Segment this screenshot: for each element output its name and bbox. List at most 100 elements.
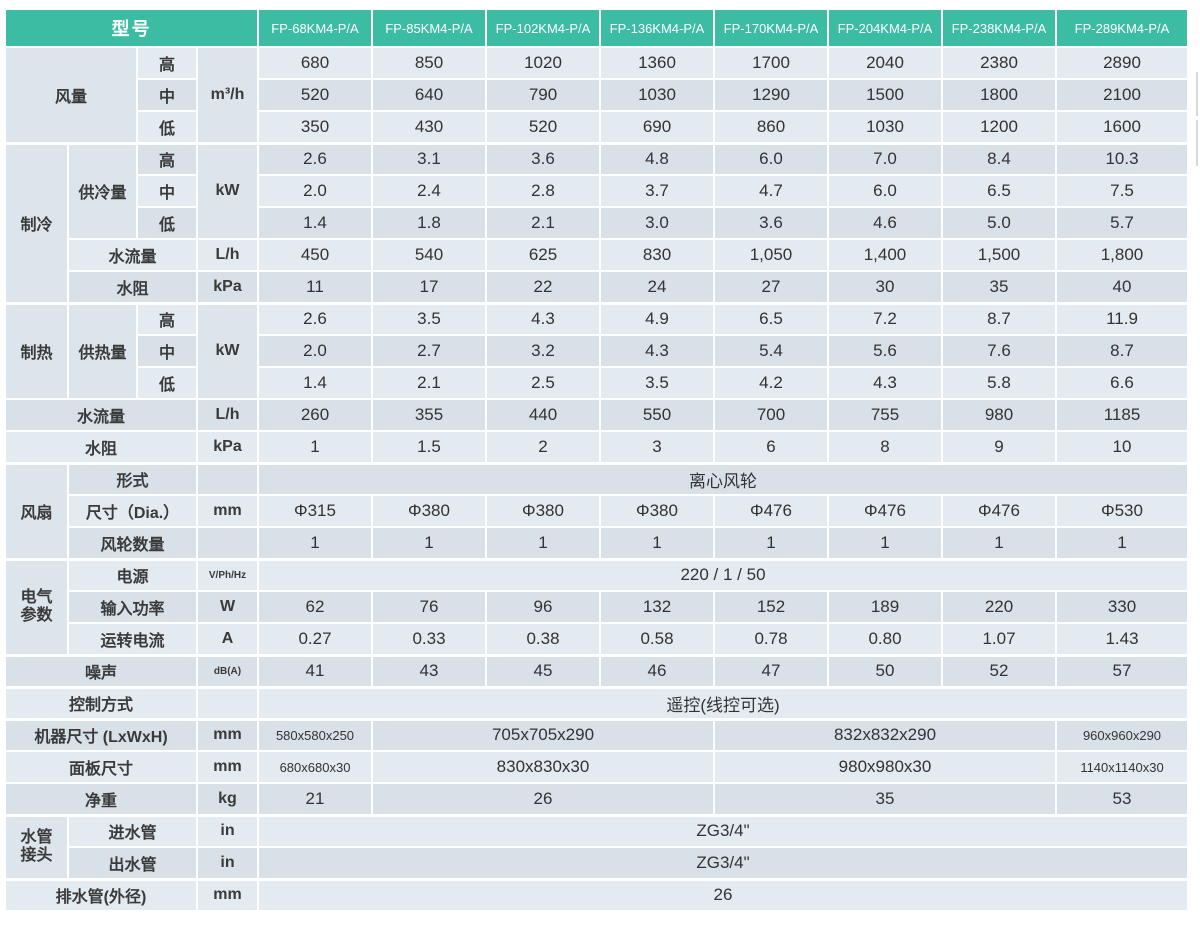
- value-cell: 625: [485, 238, 601, 272]
- row-label: 低: [136, 110, 198, 144]
- value-cell: 10: [1055, 430, 1189, 464]
- table-row: 水管接头 进水管 in ZG3/4": [4, 813, 1189, 880]
- unit-label: L/h: [196, 398, 259, 432]
- row-label: 中: [136, 334, 198, 368]
- value-cell: 22: [485, 270, 601, 304]
- value-cell: 355: [371, 398, 487, 432]
- value-cell: 860: [713, 110, 829, 144]
- value-cell: 330: [1055, 590, 1189, 624]
- value-cell: 1500: [827, 78, 943, 112]
- table-row: 低 1.4 2.1 2.5 3.5 4.2 4.3 5.8 6.6: [5, 366, 1189, 400]
- scrollbar-fragment: [1196, 72, 1198, 116]
- unit-label: kPa: [196, 430, 259, 464]
- section-label: 制热: [4, 301, 69, 400]
- value-cell: 2.1: [485, 206, 601, 240]
- value-cell: [196, 685, 259, 720]
- value-cell: 2.8: [485, 174, 601, 208]
- table-row: 面板尺寸 mm 680x680x30 830x830x30 980x980x30 1140…: [4, 750, 1189, 784]
- value-cell: 3.6: [713, 206, 829, 240]
- value-cell: 10.3: [1055, 141, 1189, 176]
- value-cell: 21: [257, 782, 373, 816]
- table-row: 低 1.4 1.8 2.1 3.0 3.6 4.6 5.0 5.7: [5, 206, 1189, 240]
- unit-label: dB(A): [196, 653, 259, 688]
- table-row: 水流量 L/h 450 540 625 830 1,050 1,400 1,500 1,800: [5, 238, 1189, 272]
- value-cell: 0.80: [827, 622, 943, 656]
- value-cell: 1800: [941, 78, 1057, 112]
- table-row: 排水管(外径) mm 26: [4, 877, 1189, 912]
- value-cell: 3.5: [371, 301, 487, 336]
- row-label: 中: [136, 78, 198, 112]
- row-label: 净重: [4, 782, 198, 816]
- value-cell: 3.7: [599, 174, 715, 208]
- value-cell: 980x980x30: [713, 750, 1057, 784]
- value-cell: 640: [371, 78, 487, 112]
- value-cell: 35: [713, 782, 1057, 816]
- value-cell: 0.33: [371, 622, 487, 656]
- spec-table: 型号 FP-68KM4-P/A FP-85KM4-P/A FP-102KM4-P/A F…: [4, 8, 1189, 912]
- value-cell: 52: [941, 653, 1057, 688]
- unit-label: kg: [196, 782, 259, 816]
- row-label: 电源: [67, 557, 198, 592]
- value-cell: 550: [599, 398, 715, 432]
- value-cell: 960x960x290: [1055, 717, 1189, 752]
- row-label: 低: [136, 366, 198, 400]
- value-cell: 1,050: [713, 238, 829, 272]
- value-cell: 705x705x290: [371, 717, 715, 752]
- value-cell: 132: [599, 590, 715, 624]
- unit-label: W: [196, 590, 259, 624]
- unit-label: mm: [196, 494, 259, 528]
- section-label: 风量: [4, 46, 138, 144]
- row-label: 机器尺寸 (LxWxH): [4, 717, 198, 752]
- value-cell: 3: [599, 430, 715, 464]
- value-cell: Φ380: [371, 494, 487, 528]
- value-cell: 152: [713, 590, 829, 624]
- table-row: 制热 供热量高 kW 2.6 3.5 4.3 4.9 6.5 7.2 8.7 11.9: [4, 301, 1189, 400]
- row-label: 高: [136, 141, 198, 176]
- value-cell: 2.6: [257, 141, 373, 176]
- value-cell: 45: [485, 653, 601, 688]
- model-header-cell: FP-204KM4-P/A: [827, 8, 943, 48]
- section-label: 风扇: [4, 461, 69, 560]
- table-row: 中 2.0 2.7 3.2 4.3 5.4 5.6 7.6 8.7: [5, 334, 1189, 368]
- value-cell: 1.8: [371, 206, 487, 240]
- value-cell: 8: [827, 430, 943, 464]
- value-cell: 450: [257, 238, 373, 272]
- value-cell: 2.1: [371, 366, 487, 400]
- value-cell: Φ530: [1055, 494, 1189, 528]
- value-cell: 2.0: [257, 174, 373, 208]
- value-cell: 0.27: [257, 622, 373, 656]
- model-header-cell: FP-136KM4-P/A: [599, 8, 715, 48]
- model-header-cell: FP-170KM4-P/A: [713, 8, 829, 48]
- value-cell: 520: [257, 78, 373, 112]
- value-cell: 9: [941, 430, 1057, 464]
- unit-label: mm: [196, 717, 259, 752]
- value-cell: 2100: [1055, 78, 1189, 112]
- value-cell: 0.78: [713, 622, 829, 656]
- value-cell: 0.38: [485, 622, 601, 656]
- table-row: 风扇 形式 离心风轮: [4, 461, 1189, 560]
- value-cell: 260: [257, 398, 373, 432]
- value-cell: 1360: [599, 46, 715, 80]
- table-row: 噪声 dB(A) 41 43 45 46 47 50 52 57: [4, 653, 1189, 688]
- value-cell: 8.4: [941, 141, 1057, 176]
- value-cell: 5.6: [827, 334, 943, 368]
- unit-label: in: [196, 846, 259, 880]
- value-cell: 1290: [713, 78, 829, 112]
- value-cell: 11.9: [1055, 301, 1189, 336]
- value-cell: 5.0: [941, 206, 1057, 240]
- unit-label: kW: [196, 301, 259, 400]
- value-cell: 220: [941, 590, 1057, 624]
- value-cell: 1.4: [257, 366, 373, 400]
- table-row: 电气参数 电源 V/Ph/Hz 220 / 1 / 50: [4, 557, 1189, 656]
- value-cell: 5.4: [713, 334, 829, 368]
- value-cell: Φ315: [257, 494, 373, 528]
- value-cell: 57: [1055, 653, 1189, 688]
- value-cell: 830x830x30: [371, 750, 715, 784]
- value-cell: 690: [599, 110, 715, 144]
- row-label: 风轮数量: [67, 526, 198, 560]
- value-cell: ZG3/4": [257, 813, 1189, 848]
- value-cell: Φ380: [599, 494, 715, 528]
- row-label: 输入功率: [67, 590, 198, 624]
- value-cell: 1,800: [1055, 238, 1189, 272]
- model-header-cell: FP-102KM4-P/A: [485, 8, 601, 48]
